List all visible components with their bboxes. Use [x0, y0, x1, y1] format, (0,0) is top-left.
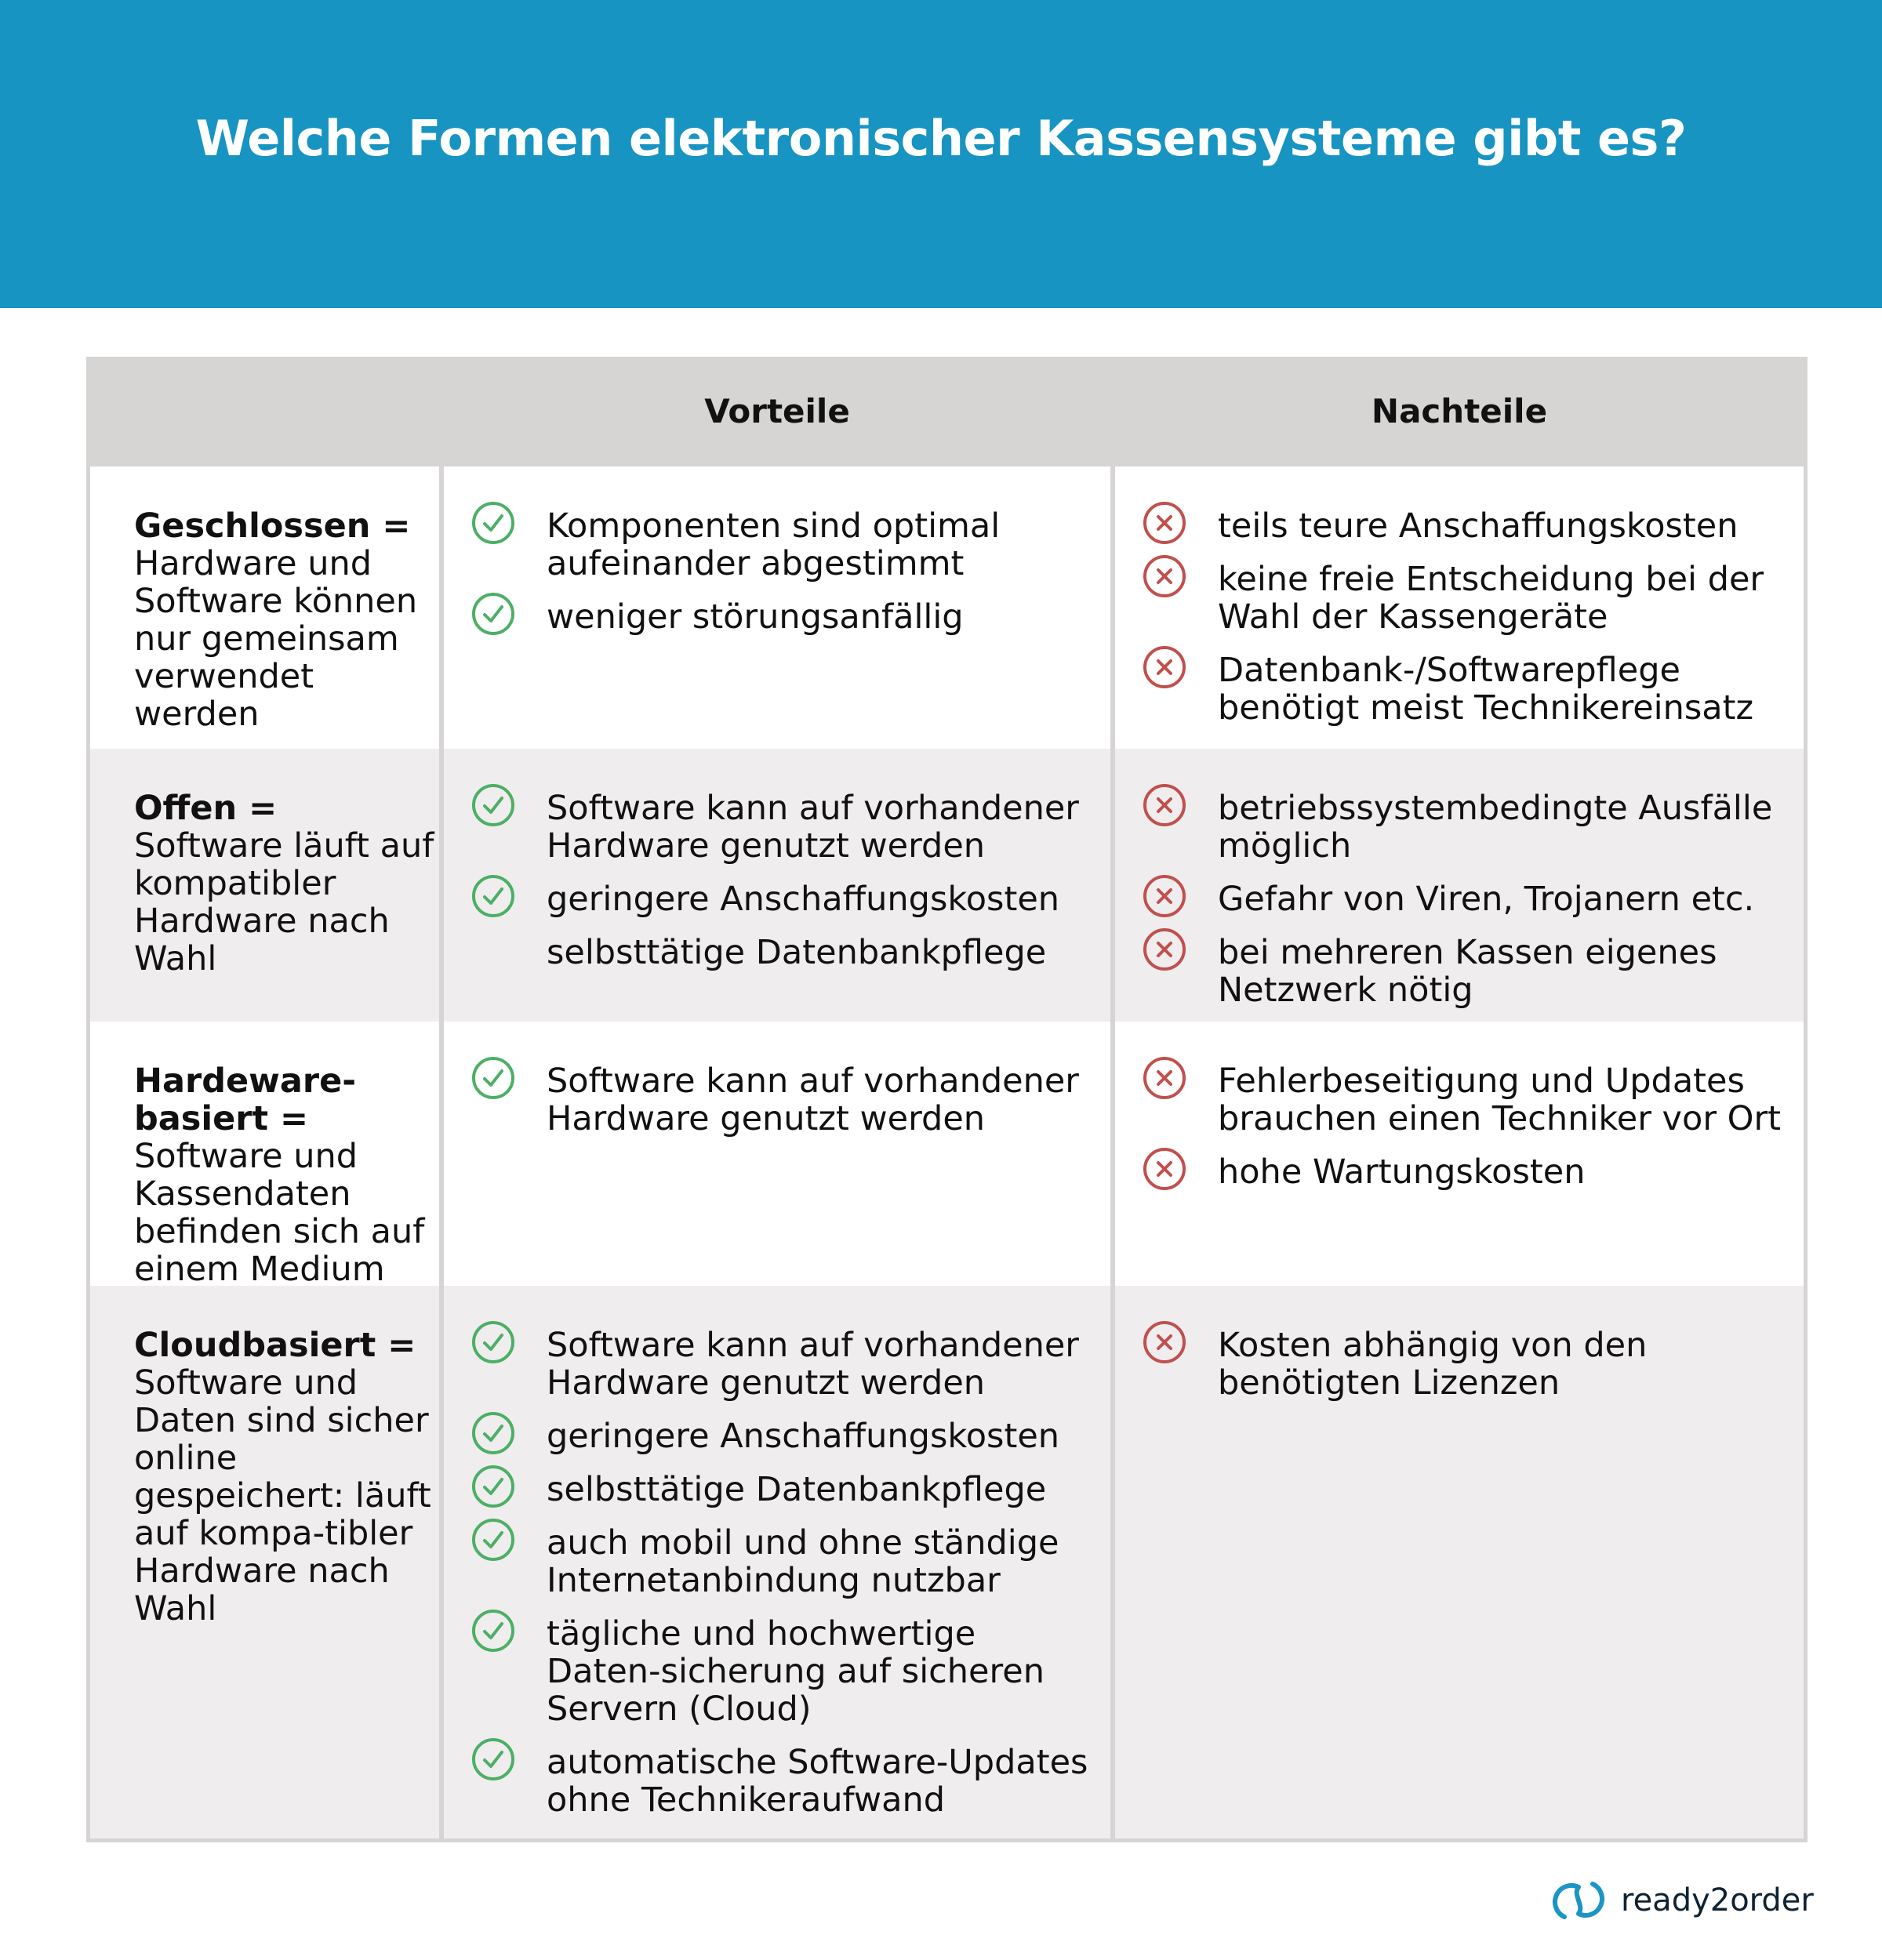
comparison-table: Vorteile Nachteile Geschlossen = Hardware…	[86, 357, 1808, 1842]
table-row: Hardeware-basiert = Software und Kassenda…	[90, 1022, 1804, 1289]
item-text: keine freie Entscheidung bei der Wahl de…	[1218, 560, 1764, 637]
logo-text: ready2order	[1621, 1882, 1814, 1918]
item-text: weniger störungsanfällig	[547, 597, 964, 637]
system-type-cell: Cloudbasiert = Software und Daten sind si…	[90, 1286, 439, 1838]
system-type-name: Offen =	[134, 789, 278, 828]
system-type-description: Software läuft auf kompatibler Hardware …	[134, 826, 434, 978]
x-circle-icon	[1143, 784, 1186, 826]
check-circle-icon	[472, 1057, 514, 1099]
logo-icon	[1553, 1882, 1604, 1919]
system-type-description: Software und Kassendaten befinden sich a…	[134, 1137, 425, 1289]
advantage-item: Komponenten sind optimal aufeinander abg…	[471, 502, 1095, 583]
system-type-cell: Geschlossen = Hardware und Software könne…	[90, 466, 439, 749]
vorteile-cell: Software kann auf vorhandener Hardware g…	[444, 1286, 1110, 1838]
check-circle-icon	[472, 1465, 514, 1508]
page-title: Welche Formen elektronischer Kassensyste…	[195, 110, 1687, 167]
system-type-description: Software und Daten sind sicher online ge…	[134, 1363, 431, 1628]
advantage-item: Software kann auf vorhandener Hardware g…	[471, 1057, 1095, 1138]
item-text: selbsttätige Datenbankpflege	[547, 933, 1047, 972]
item-text: automatische Software-Updates ohne Techn…	[547, 1743, 1088, 1820]
ready2order-logo: ready2order	[1547, 1878, 1814, 1923]
header-nachteile: Nachteile	[1371, 392, 1548, 430]
disadvantage-item: betriebssystembedingte Ausfälle möglich	[1143, 784, 1788, 866]
x-circle-icon	[1143, 1057, 1186, 1099]
item-text: geringere Anschaffungskosten	[547, 1417, 1060, 1456]
check-circle-icon	[472, 1519, 514, 1561]
x-circle-icon	[1143, 928, 1186, 971]
vorteile-cell: Komponenten sind optimal aufeinander abg…	[444, 466, 1110, 749]
disadvantage-item: Datenbank-/Softwarepflege benötigt meist…	[1143, 646, 1788, 728]
check-circle-icon	[472, 875, 514, 917]
item-text: Datenbank-/Softwarepflege benötigt meist…	[1218, 651, 1754, 728]
system-type-name: Hardeware-basiert =	[134, 1062, 357, 1138]
nachteile-cell: teils teure Anschaffungskosten keine frei…	[1115, 466, 1804, 749]
disadvantage-item: teils teure Anschaffungskosten	[1143, 502, 1788, 546]
nachteile-cell: Kosten abhängig von den benötigten Lizen…	[1115, 1286, 1804, 1838]
advantage-item: weniger störungsanfällig	[471, 593, 1095, 637]
x-circle-icon	[1143, 1148, 1186, 1190]
item-text: auch mobil und ohne ständige Internetanb…	[547, 1523, 1059, 1600]
nachteile-cell: Fehlerbeseitigung und Updates brauchen e…	[1115, 1022, 1804, 1286]
check-circle-icon	[472, 593, 514, 635]
table-row: Offen = Software läuft auf kompatibler Ha…	[90, 749, 1804, 1022]
disadvantage-item: Fehlerbeseitigung und Updates brauchen e…	[1143, 1057, 1788, 1138]
check-circle-icon	[472, 1610, 514, 1652]
table-header: Vorteile Nachteile	[86, 357, 1808, 466]
check-circle-icon	[472, 502, 514, 544]
item-text: Software kann auf vorhandener Hardware g…	[547, 1062, 1079, 1138]
item-text: Gefahr von Viren, Trojanern etc.	[1218, 880, 1755, 919]
x-circle-icon	[1143, 555, 1186, 597]
advantage-item: selbsttätige Datenbankpflege	[471, 934, 1095, 971]
table-row: Cloudbasiert = Software und Daten sind si…	[90, 1286, 1804, 1838]
advantage-item: auch mobil und ohne ständige Internetanb…	[471, 1519, 1095, 1600]
vorteile-cell: Software kann auf vorhandener Hardware g…	[444, 1022, 1110, 1286]
x-circle-icon	[1143, 1321, 1186, 1363]
system-type-cell: Offen = Software läuft auf kompatibler Ha…	[90, 749, 439, 1022]
item-text: Kosten abhängig von den benötigten Lizen…	[1218, 1326, 1648, 1403]
item-text: Software kann auf vorhandener Hardware g…	[547, 1326, 1079, 1403]
item-text: selbsttätige Datenbankpflege	[547, 1470, 1047, 1509]
advantage-item: geringere Anschaffungskosten	[471, 1412, 1095, 1456]
advantage-item: automatische Software-Updates ohne Techn…	[471, 1738, 1095, 1820]
item-text: Software kann auf vorhandener Hardware g…	[547, 789, 1079, 866]
system-type-description: Hardware und Software können nur gemeins…	[134, 544, 418, 734]
advantage-item: Software kann auf vorhandener Hardware g…	[471, 1321, 1095, 1403]
header-banner: Welche Formen elektronischer Kassensyste…	[0, 0, 1882, 308]
item-text: bei mehreren Kassen eigenes Netzwerk nöt…	[1218, 933, 1717, 1010]
x-circle-icon	[1143, 502, 1186, 544]
disadvantage-item: Kosten abhängig von den benötigten Lizen…	[1143, 1321, 1788, 1403]
system-type-cell: Hardeware-basiert = Software und Kassenda…	[90, 1022, 439, 1289]
item-text: Fehlerbeseitigung und Updates brauchen e…	[1218, 1062, 1782, 1138]
header-empty	[90, 357, 439, 466]
disadvantage-item: hohe Wartungskosten	[1143, 1148, 1788, 1192]
item-text: teils teure Anschaffungskosten	[1218, 506, 1738, 546]
item-text: geringere Anschaffungskosten	[547, 880, 1060, 919]
system-type-name: Cloudbasiert =	[134, 1326, 416, 1365]
x-circle-icon	[1143, 646, 1186, 688]
header-vorteile: Vorteile	[704, 392, 850, 430]
advantage-item: Software kann auf vorhandener Hardware g…	[471, 784, 1095, 866]
advantage-item: tägliche und hochwertige Daten-sicherung…	[471, 1610, 1095, 1729]
check-circle-icon	[472, 1412, 514, 1454]
disadvantage-item: Gefahr von Viren, Trojanern etc.	[1143, 875, 1788, 919]
item-text: hohe Wartungskosten	[1218, 1152, 1586, 1192]
disadvantage-item: bei mehreren Kassen eigenes Netzwerk nöt…	[1143, 928, 1788, 1010]
advantage-item: geringere Anschaffungskosten	[471, 875, 1095, 919]
system-type-name: Geschlossen =	[134, 506, 411, 546]
disadvantage-item: keine freie Entscheidung bei der Wahl de…	[1143, 555, 1788, 637]
check-circle-icon	[472, 784, 514, 826]
item-text: betriebssystembedingte Ausfälle möglich	[1218, 789, 1773, 866]
item-text: Komponenten sind optimal aufeinander abg…	[547, 506, 1001, 583]
nachteile-cell: betriebssystembedingte Ausfälle möglich G…	[1115, 749, 1804, 1022]
item-text: tägliche und hochwertige Daten-sicherung…	[547, 1614, 1045, 1729]
table-row: Geschlossen = Hardware und Software könne…	[90, 466, 1804, 749]
x-circle-icon	[1143, 875, 1186, 917]
check-circle-icon	[472, 1321, 514, 1363]
vorteile-cell: Software kann auf vorhandener Hardware g…	[444, 749, 1110, 1022]
check-circle-icon	[472, 1738, 514, 1780]
advantage-item: selbsttätige Datenbankpflege	[471, 1465, 1095, 1509]
